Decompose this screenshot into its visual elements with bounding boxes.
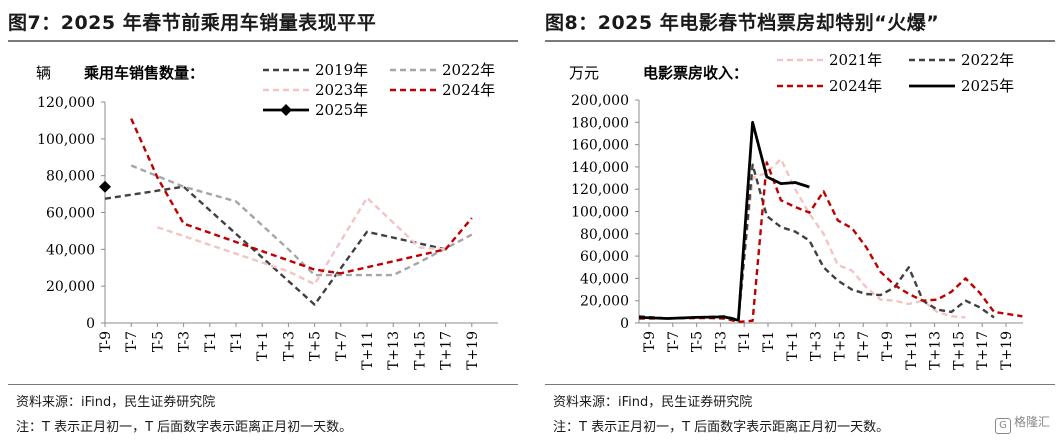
x-tick-label: T+3 <box>281 331 297 361</box>
x-tick-label: T-3 <box>177 331 193 352</box>
y-tick-label: 200,000 <box>571 93 629 109</box>
x-tick-label: T-7 <box>124 331 140 352</box>
x-tick-label: T+11 <box>904 331 920 370</box>
x-tick-label: T+13 <box>928 331 944 370</box>
y-tick-label: 60,000 <box>46 206 95 222</box>
y-tick-label: 140,000 <box>571 160 629 176</box>
x-tick-label: T+17 <box>975 331 991 370</box>
x-tick-label: T+1 <box>785 331 801 361</box>
right-bottom-rule <box>545 384 1055 385</box>
y-tick-label: 100,000 <box>37 132 95 148</box>
x-tick-label: T+13 <box>386 331 402 370</box>
x-tick-label: T-5 <box>690 331 706 352</box>
watermark-logo-icon: G <box>994 418 1011 434</box>
x-tick-label: T+1 <box>255 331 271 361</box>
legend-label-2022年: 2022年 <box>961 51 1014 69</box>
x-tick-label: T+15 <box>951 331 967 370</box>
y-tick-label: 60,000 <box>580 249 629 265</box>
y-tick-label: 120,000 <box>571 182 629 198</box>
y-tick-label: 80,000 <box>580 227 629 243</box>
y-tick-label: 100,000 <box>571 205 629 221</box>
y-axis-label: 乘用车销售数量： <box>83 64 204 82</box>
series-line-2022年 <box>130 164 473 277</box>
series-line-2024年 <box>130 118 473 275</box>
chart-group: 万元 电影票房收入： 0 20,000 40,000 60,000 80,000 100,00… <box>569 51 1023 370</box>
series-line-2024年 <box>638 161 1023 324</box>
x-tick-label: T-9 <box>98 331 114 352</box>
y-tick-label: 40,000 <box>580 271 629 287</box>
y-axis-label: 电影票房收入： <box>643 64 748 82</box>
right-source-note: 资料来源：iFind，民生证券研究院 <box>553 395 753 410</box>
x-tick-label: T+5 <box>308 331 324 361</box>
car-sales-line-chart: 辆 乘用车销售数量： 0 20,000 40,000 60,000 80,000 100,00… <box>36 61 498 370</box>
series-marker-2025年 <box>99 180 111 193</box>
y-tick-label: 120,000 <box>37 95 95 111</box>
watermark-text: 格隆汇 <box>1013 415 1050 429</box>
right-figure-title: 图8：2025 年电影春节档票房却特别“火爆” <box>545 12 940 34</box>
legend-label-2025年: 2025年 <box>315 101 368 119</box>
y-tick-label: 180,000 <box>571 115 629 131</box>
left-top-rule <box>8 40 518 42</box>
x-tick-label: T+3 <box>809 331 825 361</box>
y-tick-label: 0 <box>86 316 95 332</box>
left-bottom-rule <box>8 384 518 385</box>
x-tick-label: T-1 <box>761 331 777 352</box>
legend-label-2022年: 2022年 <box>442 61 495 79</box>
x-tick-label: T-9 <box>642 331 658 352</box>
y-tick-label: 80,000 <box>46 169 95 185</box>
x-tick-label: T-7 <box>666 331 682 352</box>
legend-label-2021年: 2021年 <box>829 51 882 69</box>
y-tick-label: 20,000 <box>46 279 95 295</box>
x-tick-label: T-5 <box>150 331 166 352</box>
y-tick-label: 0 <box>620 316 629 332</box>
y-tick-label: 20,000 <box>580 294 629 310</box>
y-tick-label: 40,000 <box>46 242 95 258</box>
y-tick-label: 160,000 <box>571 138 629 154</box>
legend-label-2024年: 2024年 <box>442 81 495 99</box>
x-tick-label: T+19 <box>999 331 1015 370</box>
x-tick-label: T-3 <box>713 331 729 352</box>
series-line-2019年 <box>104 185 446 306</box>
x-tick-label: T+17 <box>439 331 455 370</box>
x-tick-label: T+7 <box>334 331 350 361</box>
x-tick-label: T+9 <box>880 331 896 361</box>
x-tick-label: T-1 <box>737 331 753 352</box>
x-tick-label: T-1 <box>203 331 219 352</box>
legend-label-2019年: 2019年 <box>315 61 368 79</box>
series-line-2023年 <box>157 196 446 286</box>
legend-label-2024年: 2024年 <box>829 77 882 95</box>
x-tick-label: T+19 <box>465 331 481 370</box>
unit-label: 万元 <box>569 64 599 82</box>
legend-label-2023年: 2023年 <box>315 81 368 99</box>
left-figure-title: 图7：2025 年春节前乘用车销量表现平平 <box>8 12 377 34</box>
legend-marker-2025年 <box>280 104 292 116</box>
left-chart-panel: 图7：2025 年春节前乘用车销量表现平平 辆 乘用车销售数量： 0 20,000 40… <box>8 0 528 442</box>
x-tick-label: T+15 <box>412 331 428 370</box>
chart-group: 辆 乘用车销售数量： 0 20,000 40,000 60,000 80,000 100,00… <box>36 61 498 370</box>
box-office-line-chart: 万元 电影票房收入： 0 20,000 40,000 60,000 80,000 100,00… <box>569 51 1023 370</box>
x-tick-label: T-1 <box>229 331 245 352</box>
x-tick-label: T+7 <box>856 331 872 361</box>
legend-label-2025年: 2025年 <box>961 77 1014 95</box>
series-line-2025年 <box>638 120 810 322</box>
x-tick-label: T+11 <box>360 331 376 370</box>
unit-label: 辆 <box>36 64 51 82</box>
watermark: G 格隆汇 <box>994 413 1050 434</box>
right-top-rule <box>545 40 1055 42</box>
left-footnote: 注：T 表示正月初一，T 后面数字表示距离正月初一天数。 <box>16 420 353 435</box>
x-tick-label: T+5 <box>832 331 848 361</box>
series-line-2022年 <box>638 163 995 321</box>
left-source-note: 资料来源：iFind，民生证券研究院 <box>16 395 216 410</box>
right-footnote: 注：T 表示正月初一，T 后面数字表示距离正月初一天数。 <box>553 420 890 435</box>
right-chart-panel: 图8：2025 年电影春节档票房却特别“火爆” 万元 电影票房收入： 0 20,000… <box>545 0 1060 442</box>
series-line-2021年 <box>638 157 966 322</box>
